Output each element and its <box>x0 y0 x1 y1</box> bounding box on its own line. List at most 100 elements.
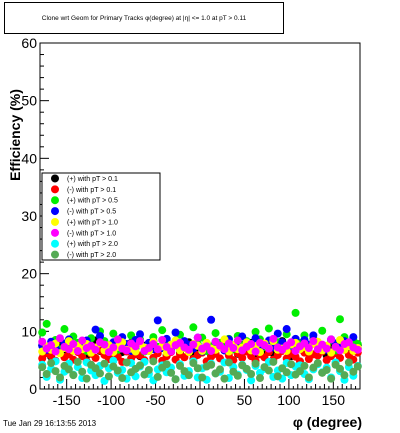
data-point <box>322 344 331 353</box>
data-point <box>304 373 313 382</box>
data-point <box>349 333 358 342</box>
data-point <box>91 325 100 334</box>
data-point <box>247 370 256 379</box>
legend-marker <box>51 207 59 216</box>
data-point <box>247 376 256 385</box>
data-point <box>220 374 229 383</box>
legend-label: (+) with pT > 0.1 <box>67 176 118 183</box>
legend-entry: (-) with pT > 2.0 <box>51 250 116 259</box>
data-point <box>149 340 158 349</box>
legend-marker <box>51 174 59 183</box>
data-point <box>136 337 144 346</box>
data-point <box>69 371 78 380</box>
data-point <box>176 361 184 370</box>
data-point <box>304 344 313 353</box>
data-point <box>96 331 104 340</box>
series-8 <box>38 357 362 384</box>
data-point <box>91 364 100 373</box>
data-point <box>349 367 358 376</box>
data-point <box>269 334 278 343</box>
data-point <box>167 347 176 356</box>
data-point <box>42 370 51 379</box>
data-point <box>47 341 56 350</box>
data-point <box>64 365 73 374</box>
data-point <box>131 342 140 351</box>
data-point <box>269 357 278 366</box>
data-point <box>51 367 60 376</box>
data-point <box>273 329 282 338</box>
data-point <box>291 308 300 317</box>
y-tick-label: 30 <box>21 208 37 224</box>
data-point <box>171 375 180 384</box>
data-point <box>207 346 216 355</box>
data-point <box>100 340 109 349</box>
chart-title: Clone wrt Geom for Primary Tracks φ(degr… <box>4 2 284 34</box>
data-point <box>113 366 122 375</box>
data-point <box>42 319 51 328</box>
x-tick-label: 100 <box>277 392 301 408</box>
y-tick-label: 50 <box>21 93 37 109</box>
data-point <box>100 359 109 368</box>
data-point <box>158 326 167 335</box>
data-point <box>296 367 304 376</box>
data-point <box>171 328 180 337</box>
legend-label: (-) with pT > 2.0 <box>67 252 116 259</box>
data-point <box>344 358 353 367</box>
data-point <box>136 330 144 339</box>
x-tick-label: 0 <box>196 392 204 408</box>
y-tick-label: 60 <box>21 35 37 51</box>
data-point <box>313 359 322 368</box>
legend-marker <box>51 239 59 248</box>
data-point <box>158 335 167 344</box>
data-point <box>282 325 291 334</box>
y-axis-label: Efficiency (%) <box>7 89 23 181</box>
data-point <box>340 371 349 380</box>
data-point <box>327 374 336 383</box>
data-point <box>242 364 251 373</box>
data-point <box>184 371 193 380</box>
y-tick-label: 0 <box>29 381 37 397</box>
data-point <box>78 367 87 376</box>
data-point <box>318 326 327 335</box>
data-point <box>118 374 127 383</box>
legend-label: (+) with pT > 1.0 <box>67 219 118 226</box>
data-point <box>78 336 87 345</box>
data-point <box>153 372 162 381</box>
legend-label: (+) with pT > 2.0 <box>67 241 118 248</box>
legend-entry: (-) with pT > 0.5 <box>51 207 116 216</box>
data-point <box>73 357 82 366</box>
legend-entry: (+) with pT > 1.0 <box>51 217 118 226</box>
data-point <box>56 373 64 382</box>
data-point <box>184 345 193 354</box>
legend-entry: (-) with pT > 1.0 <box>51 228 116 237</box>
data-point <box>38 354 47 363</box>
data-point <box>207 360 216 369</box>
y-tick-label: 20 <box>21 266 37 282</box>
data-point <box>149 357 158 366</box>
data-point <box>153 345 162 354</box>
data-point <box>96 369 104 378</box>
data-point <box>264 344 273 353</box>
data-point <box>51 347 60 356</box>
data-point <box>69 340 78 349</box>
data-point <box>64 345 73 354</box>
data-point <box>91 353 100 362</box>
legend-label: (+) with pT > 0.5 <box>67 198 118 205</box>
legend-marker <box>51 196 59 205</box>
data-point <box>233 371 242 380</box>
data-point <box>47 359 56 368</box>
data-point <box>211 329 220 338</box>
data-point <box>282 368 291 377</box>
data-point <box>189 359 198 368</box>
data-point <box>193 333 202 342</box>
series-6 <box>38 333 362 357</box>
y-tick-label: 10 <box>21 323 37 339</box>
data-point <box>38 363 47 372</box>
data-point <box>122 346 131 355</box>
data-point <box>109 343 118 352</box>
data-point <box>216 365 224 374</box>
data-point <box>233 336 242 345</box>
data-point <box>78 352 87 361</box>
data-point <box>38 328 47 337</box>
